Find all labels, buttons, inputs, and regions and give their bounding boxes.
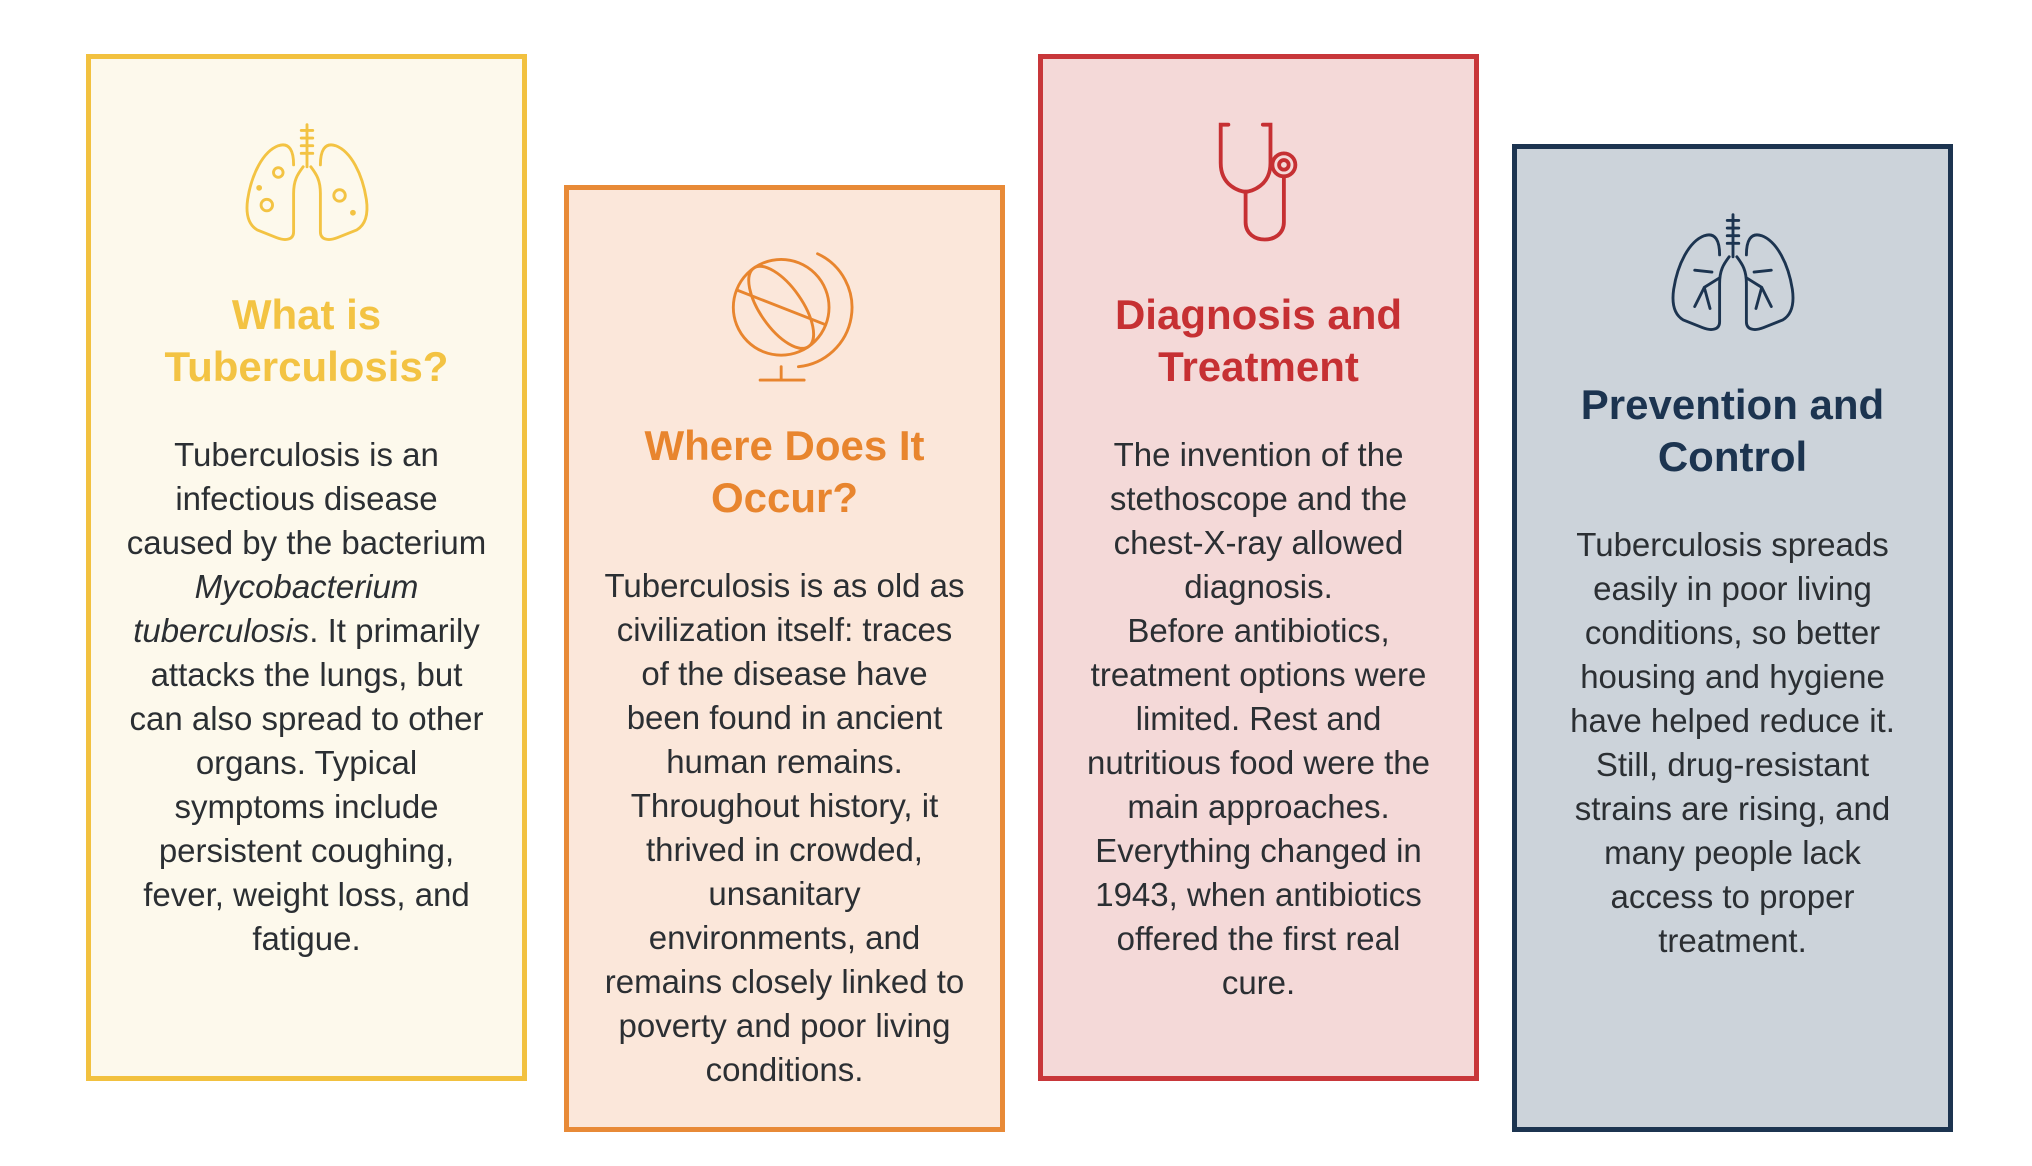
card-title: Where Does It Occur? (644, 422, 925, 521)
text: Everything changed in 1943, when antibio… (1095, 832, 1422, 1001)
card-title: Diagnosis and Treatment (1114, 291, 1403, 390)
italic-text: Mycobacterium tuberculosis (133, 568, 419, 649)
paragraph: The invention of the stethoscope and the… (1077, 433, 1440, 609)
paragraph: Tuberculosis spreads easily in poor livi… (1551, 523, 1914, 963)
card-body: Tuberculosis spreads easily in poor livi… (1551, 523, 1914, 963)
card-icon (245, 123, 368, 241)
card-title: Prevention and Control (1580, 381, 1885, 480)
paragraph: Everything changed in 1943, when antibio… (1077, 829, 1440, 1005)
card-body: Tuberculosis is an infectious disease ca… (125, 433, 488, 961)
paragraph: Tuberculosis is as old as civilization i… (603, 564, 966, 1092)
text: The invention of the stethoscope and the… (1109, 436, 1408, 605)
paragraph: Tuberculosis is an infectious disease ca… (125, 433, 488, 961)
text: Tuberculosis spreads easily in poor livi… (1570, 526, 1895, 959)
info-card: Diagnosis and Treatment The invention of … (1038, 54, 1479, 1081)
text: . It primarily attacks the lungs, but ca… (129, 612, 484, 957)
card-icon (1671, 213, 1794, 331)
info-card: Prevention and Control Tuberculosis sprea… (1512, 144, 1953, 1132)
text: Before antibiotics, treatment options we… (1086, 612, 1431, 825)
info-card: Where Does It Occur? Tuberculosis is as o… (564, 185, 1005, 1132)
card-icon (1218, 122, 1297, 242)
card-body: The invention of the stethoscope and the… (1077, 433, 1440, 1005)
text: Tuberculosis is as old as civilization i… (604, 567, 965, 1088)
card-title: What is Tuberculosis? (164, 291, 449, 390)
info-card: What is Tuberculosis? Tuberculosis is an … (86, 54, 527, 1081)
text: Tuberculosis is an infectious disease ca… (126, 436, 487, 561)
card-icon (731, 252, 853, 382)
paragraph: Before antibiotics, treatment options we… (1077, 609, 1440, 829)
card-body: Tuberculosis is as old as civilization i… (603, 564, 966, 1092)
